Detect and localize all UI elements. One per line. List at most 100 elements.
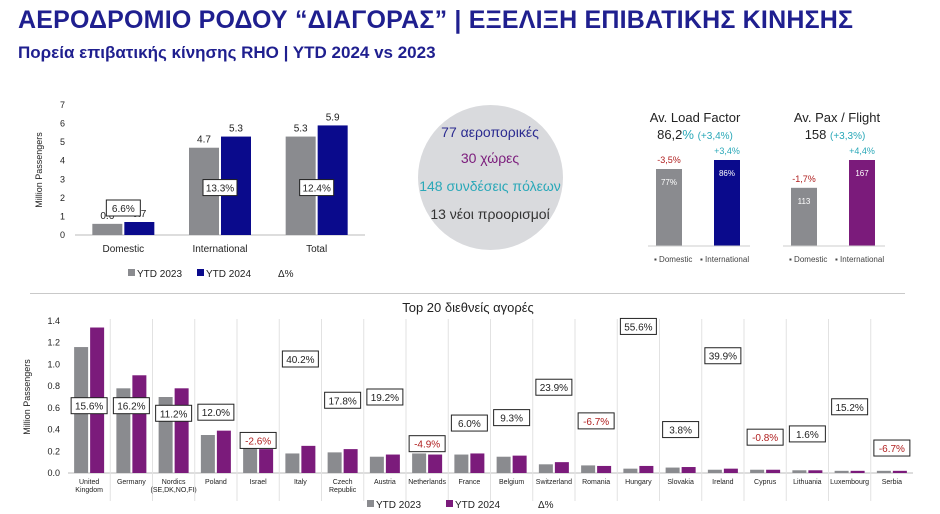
y-tick-label: 0.2 xyxy=(47,446,60,456)
delta-label: 55.6% xyxy=(624,322,652,333)
kpi-bar-label: 86% xyxy=(719,169,735,178)
kpi-bar-label: 167 xyxy=(855,169,869,178)
pax-flight-bar-chart: 113 -1,7% 167 +4,4% ▪ Domestic ▪ Internationa… xyxy=(783,146,885,264)
page-subtitle: Πορεία επιβατικής κίνησης RHO | YTD 2024… xyxy=(18,43,436,62)
bar-2024 xyxy=(259,449,274,473)
y-tick-label: 0.8 xyxy=(47,381,60,391)
stats-circle xyxy=(418,105,563,250)
kpi-bar-label: 77% xyxy=(661,178,677,187)
delta-box xyxy=(619,317,657,335)
kpi-bar xyxy=(791,187,817,246)
bar-2023 xyxy=(369,456,384,473)
kpi-bar xyxy=(656,169,682,246)
category-label: Belgium xyxy=(499,479,524,486)
delta-label: 19.2% xyxy=(371,393,399,404)
delta-label: -6.7% xyxy=(879,444,905,455)
delta-box xyxy=(408,435,446,453)
bar-2023 xyxy=(285,453,300,473)
bar-2024 xyxy=(385,454,400,473)
category-label: Italy xyxy=(294,479,307,486)
legend-label-2023: YTD 2023 xyxy=(376,500,421,511)
data-label-2023: 5.3 xyxy=(294,124,308,135)
bar-2023 xyxy=(750,469,765,473)
delta-box xyxy=(873,439,911,457)
delta-box xyxy=(788,425,826,443)
bar-2024 xyxy=(723,468,738,473)
category-label: Poland xyxy=(205,479,227,486)
legend-label-delta: Δ% xyxy=(278,269,294,280)
legend-swatch-2024 xyxy=(197,269,204,276)
bar-2024 xyxy=(554,462,569,473)
bar-2024 xyxy=(892,470,907,473)
category-label: Slovakia xyxy=(667,479,694,486)
bar-2024 xyxy=(343,449,358,473)
kpi-legend-domestic: ▪ Domestic xyxy=(789,255,827,264)
stat-countries: 30 χώρες xyxy=(395,150,585,166)
delta-label: 39.9% xyxy=(709,352,737,363)
legend-label-2023: YTD 2023 xyxy=(137,269,182,280)
bar-2023 xyxy=(876,470,891,473)
delta-box xyxy=(366,388,404,406)
delta-box xyxy=(535,378,573,396)
pax-flight-number: 158 xyxy=(804,127,827,142)
delta-label: -6.7% xyxy=(583,417,609,428)
category-label: Luxembourg xyxy=(830,479,869,486)
delta-box xyxy=(155,404,193,422)
y-tick-label: 1.4 xyxy=(47,316,60,326)
pax-flight-value: 158 (+3,3%) xyxy=(770,127,900,142)
bar-2023 xyxy=(327,452,342,473)
bar-2023 xyxy=(454,454,469,473)
load-factor-percent: % xyxy=(682,127,694,142)
bar-2024 xyxy=(850,470,865,473)
category-label: Serbia xyxy=(882,479,902,486)
y-tick-label: 1 xyxy=(60,211,65,221)
category-label: Kingdom xyxy=(75,487,103,494)
category-label: Germany xyxy=(117,479,146,486)
category-label: Nordics xyxy=(162,479,186,486)
bar-2023 xyxy=(792,470,807,473)
delta-label: 6.6% xyxy=(112,204,135,215)
delta-box xyxy=(493,409,531,427)
category-label: Lithuania xyxy=(793,479,822,486)
delta-label: -2.6% xyxy=(245,436,271,447)
y-tick-label: 4 xyxy=(60,156,65,166)
delta-box xyxy=(577,412,615,430)
bar-2024 xyxy=(132,375,147,473)
category-label: Total xyxy=(306,244,327,255)
delta-box xyxy=(112,397,150,415)
bar-2024 xyxy=(470,453,485,473)
stat-connections: 148 συνδέσεις πόλεων xyxy=(395,178,585,194)
y-tick-label: 3 xyxy=(60,174,65,184)
category-label: Ireland xyxy=(712,479,734,486)
bar-2023 xyxy=(496,456,511,473)
category-label: Cyprus xyxy=(754,479,777,486)
kpi-change-label: -3,5% xyxy=(657,155,681,165)
delta-label: 11.2% xyxy=(160,409,188,420)
delta-label: 12.0% xyxy=(202,408,230,419)
bar-2024 xyxy=(428,454,443,473)
bar-2023 xyxy=(200,435,215,473)
delta-label: 12.4% xyxy=(302,184,330,195)
y-tick-label: 0 xyxy=(60,230,65,240)
category-label: Domestic xyxy=(102,244,144,255)
y-tick-label: 1.0 xyxy=(47,359,60,369)
load-factor-number: 86,2 xyxy=(657,127,683,142)
kpi-change-label: +3,4% xyxy=(714,146,740,156)
delta-box xyxy=(704,347,742,365)
bar-2024 xyxy=(216,430,231,473)
bar-2024 xyxy=(808,470,823,473)
delta-label: 1.6% xyxy=(796,430,819,441)
stat-countries-text: 30 χώρες xyxy=(460,150,520,166)
stat-new-destinations-text: 13 νέοι προορισμοί xyxy=(430,206,550,222)
delta-box xyxy=(197,403,235,421)
bar-2023 xyxy=(834,470,849,473)
category-label: Czech xyxy=(333,479,353,486)
delta-label: 13.3% xyxy=(206,184,234,195)
kpi-bar-label: 113 xyxy=(798,197,811,206)
stat-airlines: 77 αεροπορικές xyxy=(395,124,585,140)
y-axis-label: Million Passengers xyxy=(22,359,32,435)
y-tick-label: 2 xyxy=(60,193,65,203)
category-label: International xyxy=(192,244,247,255)
bar-2024 xyxy=(681,467,696,473)
